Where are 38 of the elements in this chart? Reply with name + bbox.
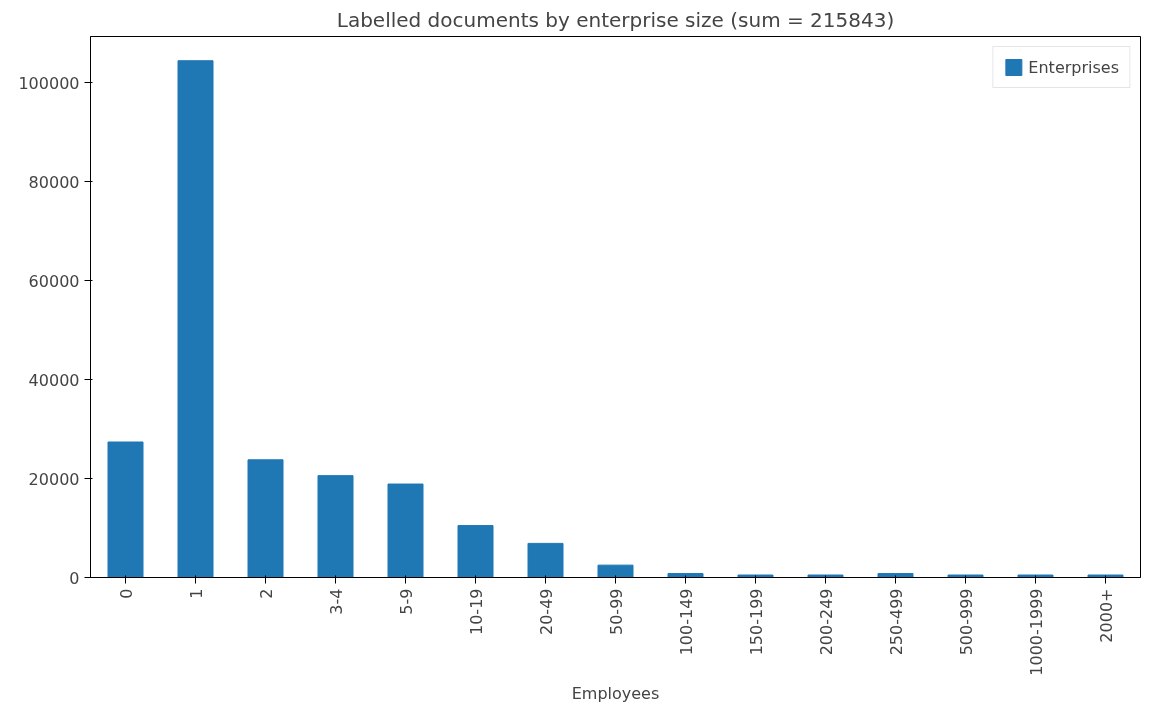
bar: [177, 60, 214, 578]
bar: [877, 573, 914, 578]
bar: [107, 441, 144, 578]
bar: [1017, 574, 1054, 578]
x-tick-label: 1: [186, 588, 206, 599]
x-tick-label: 20-49: [536, 588, 556, 635]
bar: [737, 574, 774, 578]
bar: [1087, 574, 1124, 578]
x-tick-label: 10-19: [466, 588, 486, 635]
y-tick-label: 40000: [28, 370, 80, 390]
bar: [247, 459, 284, 578]
y-tick-label: 80000: [28, 172, 80, 192]
bar: [527, 542, 564, 578]
x-tick-label: 2: [256, 588, 276, 599]
x-tick-label: 1000-1999: [1026, 588, 1046, 676]
x-tick-label: 200-249: [816, 588, 836, 656]
x-tick-label: 2000+: [1096, 588, 1116, 643]
x-tick-label: 50-99: [606, 588, 626, 635]
legend-label: Enterprises: [1028, 57, 1119, 77]
bar: [807, 574, 844, 578]
bar: [457, 525, 494, 578]
y-tick-label: 60000: [28, 271, 80, 291]
y-tick-label: 100000: [18, 73, 80, 93]
bar: [387, 483, 424, 578]
x-tick-label: 5-9: [396, 588, 416, 615]
x-tick-label: 100-149: [676, 588, 696, 656]
x-tick-label: 3-4: [326, 588, 346, 615]
bar: [947, 574, 984, 578]
chart-title: Labelled documents by enterprise size (sum = 215843): [336, 7, 895, 32]
bar: [667, 573, 704, 578]
bar: [317, 475, 354, 578]
y-tick-label: 20000: [28, 469, 80, 489]
x-tick-label: 500-999: [956, 588, 976, 656]
x-tick-label: 0: [116, 588, 136, 599]
x-axis-title: Employees: [571, 683, 660, 703]
x-tick-label: 250-499: [886, 588, 906, 656]
bar: [597, 564, 634, 578]
x-tick-label: 150-199: [746, 588, 766, 656]
